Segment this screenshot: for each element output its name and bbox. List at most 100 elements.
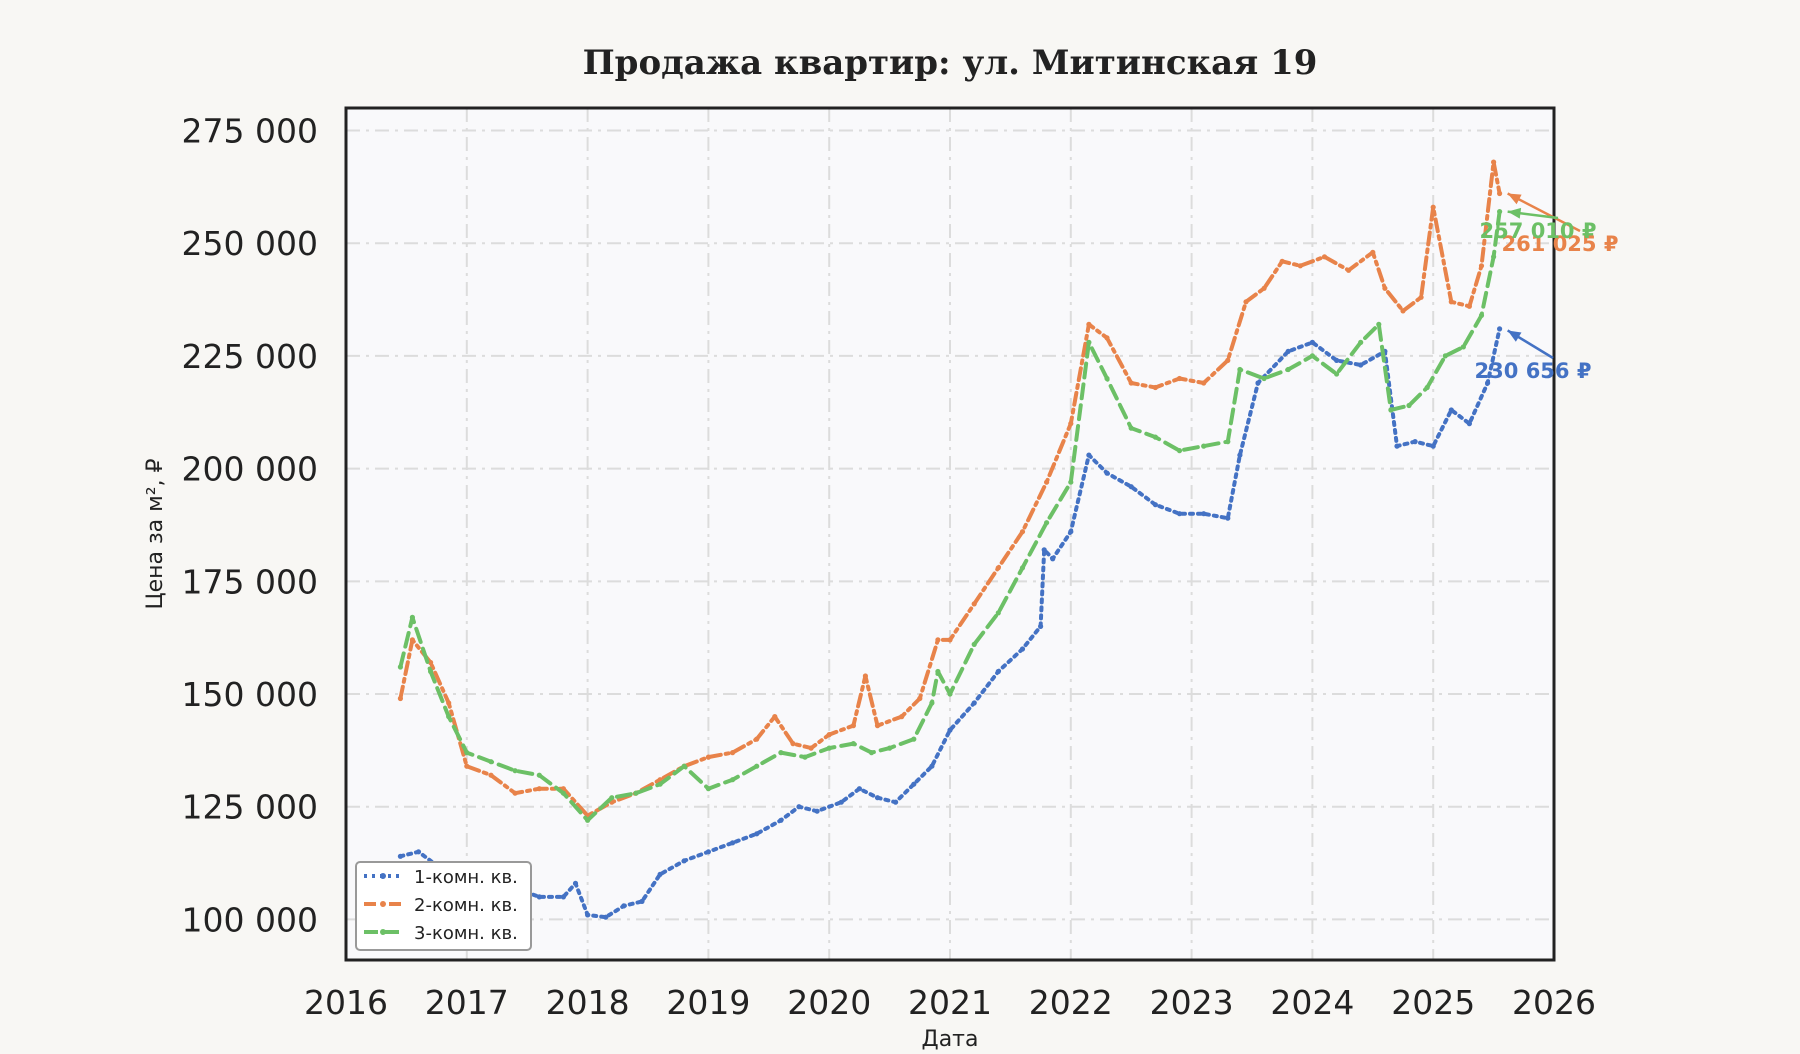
data-point: [947, 691, 953, 697]
data-point: [639, 898, 645, 905]
data-point: [1068, 421, 1074, 427]
data-point: [1243, 299, 1249, 305]
data-point: [995, 668, 1001, 675]
data-point: [917, 695, 923, 702]
data-point: [856, 786, 863, 792]
x-tick-label: 2023: [1150, 983, 1234, 1022]
data-point: [1400, 308, 1406, 314]
data-point: [814, 808, 820, 814]
series-3: [397, 209, 1503, 823]
legend-item: 2-комн. кв.: [364, 895, 518, 916]
x-tick-label: 2022: [1029, 983, 1113, 1022]
data-point: [705, 849, 712, 855]
data-point: [754, 736, 760, 742]
data-point: [1019, 529, 1026, 535]
data-point: [488, 772, 494, 778]
data-point: [428, 659, 434, 666]
data-point: [1497, 190, 1503, 197]
data-point: [1068, 479, 1074, 485]
x-tick-label: 2025: [1391, 983, 1475, 1022]
data-point: [1346, 267, 1352, 273]
y-tick-label: 175 000: [182, 562, 318, 601]
data-point: [929, 763, 935, 769]
data-point: [802, 754, 808, 760]
data-point: [826, 732, 832, 738]
data-point: [415, 849, 422, 855]
y-axis-ticks: 100 000 125 000 150 000 175 000 200 000 225 0…: [182, 112, 318, 940]
data-point: [1237, 452, 1243, 458]
data-point: [1448, 299, 1454, 305]
data-point: [1491, 159, 1497, 165]
data-point: [1430, 204, 1436, 210]
data-point: [1418, 294, 1424, 300]
data-point: [1297, 263, 1303, 269]
data-point: [1309, 353, 1315, 359]
data-point: [397, 664, 403, 670]
data-point: [1358, 339, 1364, 345]
y-axis-label: Цена за м², ₽: [143, 458, 168, 609]
data-point: [850, 741, 857, 747]
data-point: [1376, 321, 1382, 327]
data-point: [1086, 339, 1092, 345]
data-point: [1478, 263, 1485, 269]
data-point: [850, 723, 857, 729]
data-point: [911, 736, 917, 742]
data-point: [1128, 425, 1134, 431]
data-point: [1176, 511, 1183, 517]
data-point: [1225, 439, 1231, 445]
data-point: [754, 831, 760, 837]
data-point: [1237, 366, 1243, 373]
data-point: [730, 840, 736, 846]
x-tick-label: 2019: [666, 983, 750, 1022]
legend-marker: [380, 873, 386, 879]
data-point: [705, 786, 712, 792]
series-2: [397, 159, 1503, 819]
x-tick-label: 2020: [787, 983, 871, 1022]
data-point: [887, 745, 893, 751]
annotation-label: 261 025 ₽: [1502, 232, 1619, 256]
annotation-label: 257 010 ₽: [1480, 219, 1597, 243]
data-point: [1104, 335, 1110, 341]
legend-item: 1-комн. кв.: [364, 867, 518, 888]
annotation-arrowhead: [1507, 330, 1522, 342]
data-point: [893, 799, 899, 805]
data-point: [772, 714, 778, 720]
data-point: [1285, 366, 1291, 373]
data-point: [1050, 556, 1056, 562]
data-point: [1225, 357, 1231, 363]
annotation-label: 230 656 ₽: [1475, 359, 1592, 383]
data-point: [1225, 515, 1231, 521]
legend-marker: [380, 929, 386, 935]
data-point: [796, 804, 802, 810]
data-point: [1382, 285, 1388, 291]
data-point: [409, 614, 415, 621]
data-point: [446, 700, 452, 706]
data-point: [826, 745, 832, 751]
data-point: [585, 912, 591, 918]
data-point: [512, 790, 518, 796]
data-point: [911, 781, 917, 787]
chart-title: Продажа квартир: ул. Митинская 19: [583, 43, 1318, 83]
annotations: 230 656 ₽ 261 025 ₽257 010 ₽: [1475, 192, 1619, 383]
legend-label: 2-комн. кв.: [414, 895, 518, 916]
data-point: [1478, 312, 1485, 318]
series-layer: [397, 159, 1503, 920]
data-point: [1128, 484, 1134, 490]
y-tick-label: 150 000: [182, 675, 318, 714]
data-point: [1261, 375, 1267, 382]
y-tick-label: 200 000: [182, 450, 318, 489]
x-axis-label: Дата: [922, 1027, 979, 1050]
data-point: [929, 700, 935, 706]
data-point: [1460, 344, 1466, 350]
data-point: [1334, 371, 1340, 377]
data-point: [1285, 348, 1291, 354]
data-point: [1424, 384, 1430, 391]
data-point: [1201, 443, 1207, 449]
data-point: [1176, 375, 1183, 382]
data-point: [1038, 623, 1044, 630]
data-point: [730, 777, 736, 783]
data-point: [1152, 384, 1158, 391]
x-tick-label: 2021: [908, 983, 992, 1022]
